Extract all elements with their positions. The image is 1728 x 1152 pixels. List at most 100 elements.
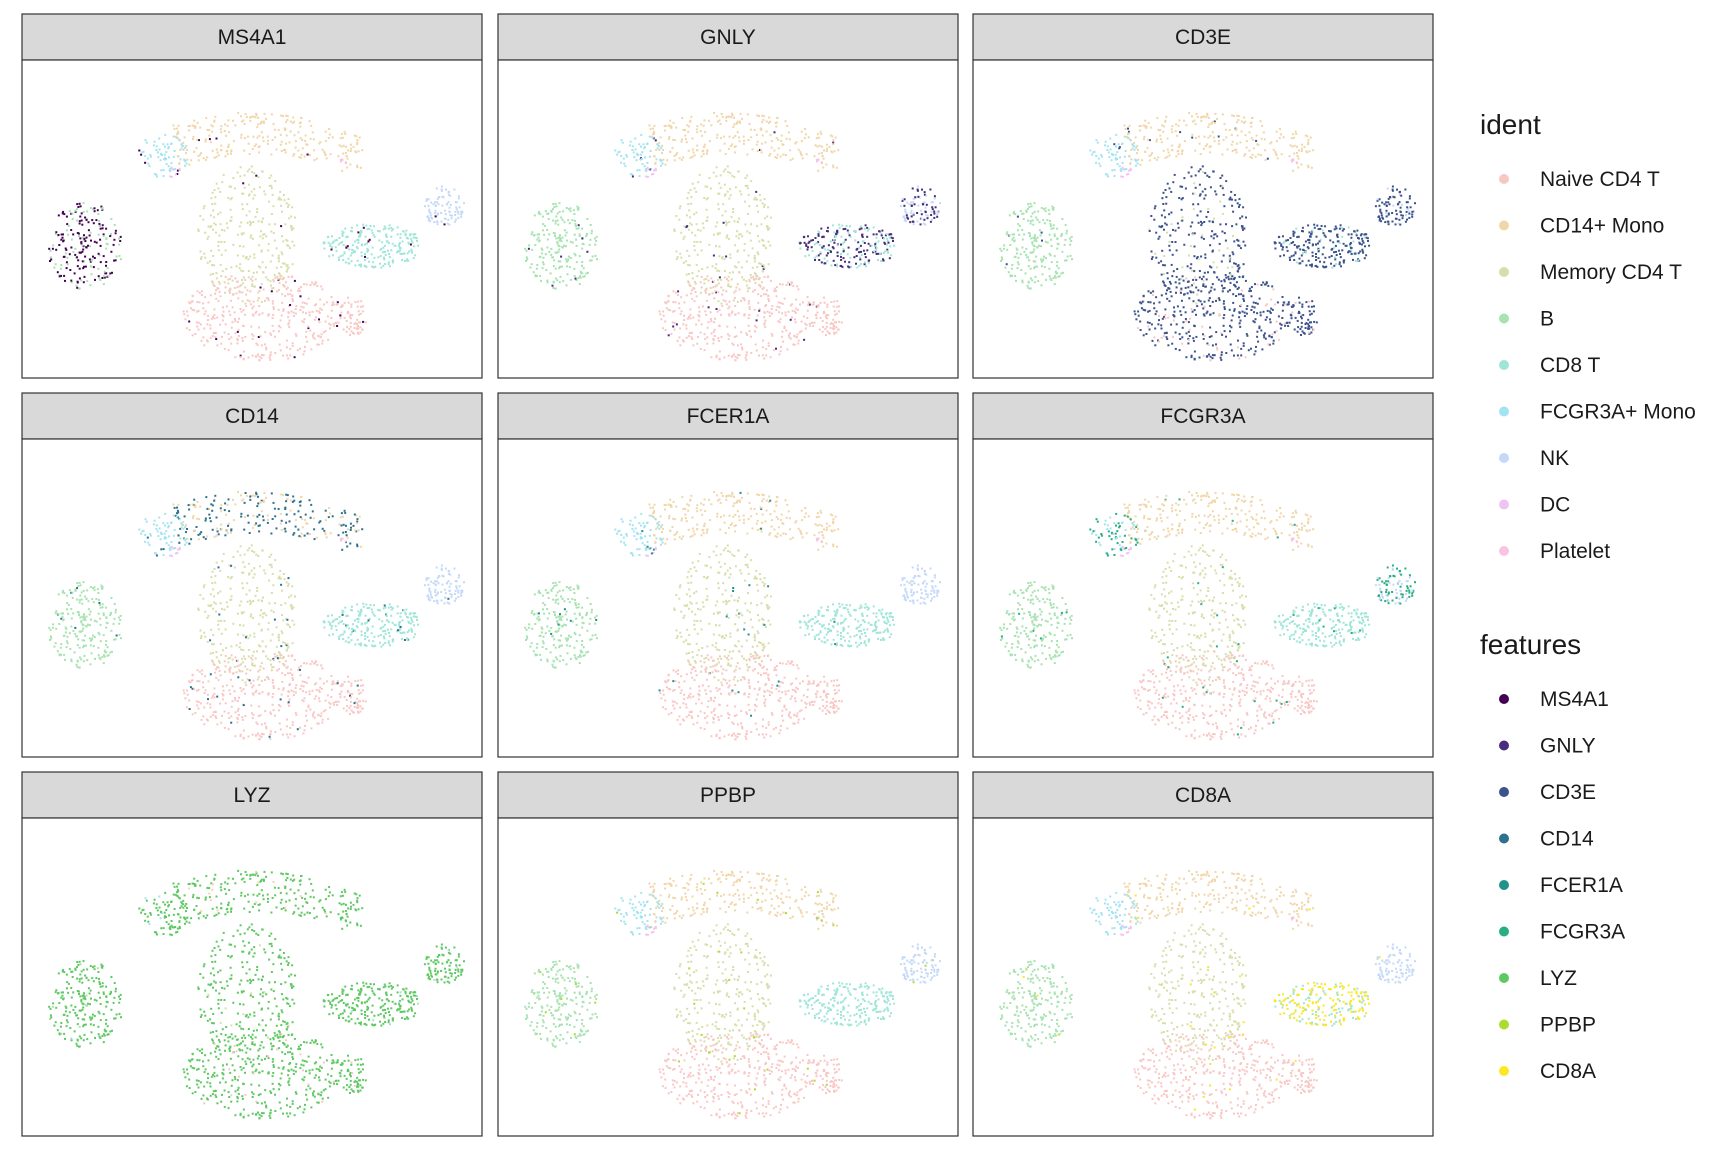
cell-point	[704, 185, 707, 188]
cell-point-expressed	[913, 203, 916, 206]
cell-point	[1110, 152, 1113, 155]
cell-point-expressed	[1385, 204, 1388, 207]
cell-point	[399, 236, 402, 239]
cell-point	[399, 247, 402, 249]
cell-point	[575, 244, 578, 247]
cell-point-expressed	[1285, 322, 1288, 324]
cell-point	[272, 287, 275, 289]
cell-point	[756, 150, 759, 152]
cell-point-expressed	[93, 257, 96, 259]
cell-point	[675, 126, 678, 129]
cell-point	[1195, 302, 1198, 305]
cell-point-expressed	[1367, 240, 1369, 242]
cell-point-expressed	[215, 137, 218, 140]
cell-point	[270, 213, 273, 215]
cell-point	[1300, 150, 1303, 152]
cell-point	[835, 305, 838, 308]
cell-point	[411, 241, 414, 244]
cell-point-expressed	[1158, 301, 1161, 304]
cell-point	[716, 133, 719, 136]
cell-point	[250, 165, 253, 168]
cell-point	[286, 119, 289, 121]
cell-point	[274, 136, 277, 139]
cell-point	[345, 155, 348, 158]
cell-point	[410, 237, 413, 240]
cell-point	[326, 315, 329, 318]
cell-point-expressed	[1142, 308, 1145, 311]
cell-point	[1308, 300, 1311, 303]
cell-point-expressed	[1193, 350, 1196, 353]
cell-point	[690, 332, 693, 334]
cell-point	[319, 298, 322, 301]
cell-point	[1057, 275, 1060, 278]
cell-point-expressed	[1231, 251, 1234, 254]
cell-point	[293, 134, 296, 137]
cell-point	[409, 233, 412, 236]
cell-point	[755, 277, 758, 280]
cell-point	[1132, 144, 1135, 147]
cell-point	[430, 201, 433, 204]
cell-point	[71, 218, 74, 220]
cell-point-expressed	[1348, 250, 1351, 253]
cell-point	[687, 149, 690, 152]
cell-point	[695, 190, 698, 193]
cell-point-expressed	[61, 236, 64, 239]
cell-point	[1275, 320, 1278, 323]
cell-point	[859, 225, 862, 228]
cell-point-expressed	[1300, 317, 1303, 320]
cell-point	[281, 210, 284, 213]
cell-point	[275, 148, 278, 151]
cell-point	[1053, 233, 1056, 236]
cell-point-expressed	[875, 253, 878, 255]
cell-point	[835, 312, 838, 315]
cell-point	[794, 318, 796, 321]
cell-point-expressed	[91, 219, 94, 222]
cell-point-expressed	[1223, 205, 1226, 208]
cell-point	[297, 149, 300, 152]
cell-point	[349, 254, 352, 257]
cell-point	[290, 289, 293, 292]
cell-point	[665, 307, 668, 310]
cell-point-expressed	[1161, 225, 1164, 228]
cell-point	[700, 155, 703, 158]
cell-point	[239, 175, 242, 178]
cell-point-expressed	[1308, 321, 1311, 324]
cell-point	[240, 269, 243, 272]
cell-point	[449, 214, 452, 217]
cell-point	[1202, 279, 1205, 282]
cell-point-expressed	[101, 224, 104, 227]
cell-point	[273, 274, 276, 277]
cell-point	[283, 284, 285, 287]
cell-point	[832, 323, 835, 326]
cell-point	[1114, 158, 1117, 161]
cell-point	[776, 117, 778, 120]
cell-point	[793, 310, 796, 313]
cell-point	[1069, 237, 1071, 240]
cell-point	[216, 287, 219, 290]
cell-point	[281, 278, 284, 281]
cell-point	[826, 147, 828, 150]
cell-point-expressed	[1320, 225, 1323, 227]
cell-point	[167, 147, 170, 150]
cell-point	[258, 326, 261, 329]
cell-point	[721, 256, 724, 258]
cell-point-expressed	[1181, 336, 1184, 339]
cell-point	[582, 275, 585, 278]
cell-point-expressed	[193, 498, 196, 501]
cell-point	[278, 281, 281, 284]
cell-point	[699, 130, 702, 133]
cell-point	[211, 203, 214, 205]
cell-point	[696, 149, 699, 152]
cell-point-expressed	[1171, 253, 1174, 256]
cell-point	[823, 296, 825, 299]
cell-point	[209, 294, 212, 297]
cell-point	[1019, 253, 1022, 256]
cell-point	[257, 145, 260, 148]
cell-point	[349, 321, 352, 324]
cell-point	[1095, 161, 1098, 164]
cell-point-expressed	[1362, 251, 1365, 254]
cell-point	[440, 189, 443, 192]
cell-point-expressed	[1205, 355, 1208, 358]
cell-point	[758, 262, 761, 265]
cell-point-expressed	[63, 274, 66, 277]
